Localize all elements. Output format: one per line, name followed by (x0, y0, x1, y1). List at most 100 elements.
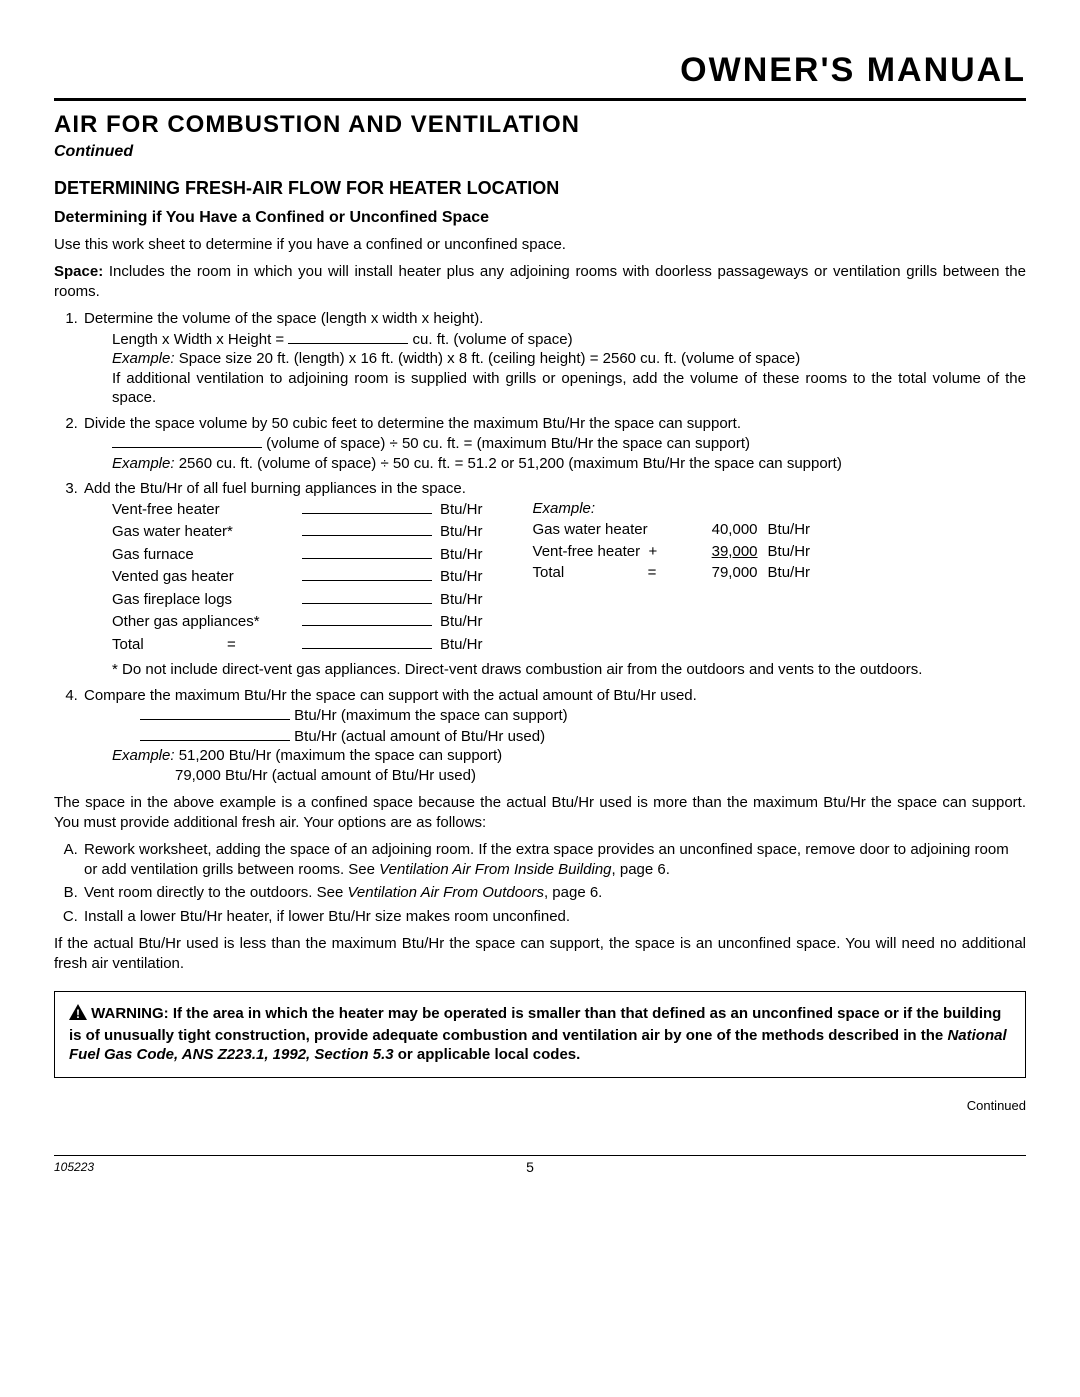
step-3-text: Add the Btu/Hr of all fuel burning appli… (84, 480, 466, 497)
line-text: Btu/Hr (actual amount of Btu/Hr used) (290, 728, 545, 745)
opt-text: , page 6. (612, 861, 670, 878)
blank-field[interactable] (302, 499, 432, 514)
ex-val: 79,000 (688, 563, 758, 583)
unit: Btu/Hr (440, 567, 483, 587)
unit: Btu/Hr (768, 520, 811, 540)
total-label: Total (112, 636, 144, 653)
conclusion-text: The space in the above example is a conf… (54, 793, 1026, 832)
ex-label: Vent-free heater (533, 543, 641, 560)
example-label: Example: (112, 747, 175, 764)
step-4-text: Compare the maximum Btu/Hr the space can… (84, 687, 697, 704)
example-text: Space size 20 ft. (length) x 16 ft. (wid… (175, 350, 801, 367)
example-row-total: Total = 79,000 Btu/Hr (533, 563, 811, 583)
document-title: OWNER'S MANUAL (54, 48, 1026, 101)
step-1-text: Determine the volume of the space (lengt… (84, 310, 483, 327)
unit: Btu/Hr (440, 500, 483, 520)
blank-field[interactable] (302, 634, 432, 649)
space-def-text: Includes the room in which you will inst… (54, 263, 1026, 300)
blank-field[interactable] (302, 566, 432, 581)
page-number: 5 (94, 1158, 966, 1176)
step-4-example: Example: 51,200 Btu/Hr (maximum the spac… (112, 746, 1026, 766)
example-row: Gas water heater40,000 Btu/Hr (533, 520, 811, 540)
fuel-label: Gas water heater* (112, 522, 302, 542)
step-4: Compare the maximum Btu/Hr the space can… (82, 686, 1026, 786)
example-label: Example: (112, 455, 175, 472)
fuel-label: Gas fireplace logs (112, 590, 302, 610)
unit: Btu/Hr (768, 542, 811, 562)
unit: Btu/Hr (440, 612, 483, 632)
space-label: Space: (54, 263, 103, 280)
step-4-line2: Btu/Hr (actual amount of Btu/Hr used) (140, 726, 1026, 747)
ex-val: 40,000 (688, 520, 758, 540)
ex-label: Total (533, 564, 565, 581)
fuel-appliance-grid: Vent-free heater Btu/Hr Gas water heater*… (112, 499, 1026, 657)
formula-post: cu. ft. (volume of space) (408, 331, 572, 348)
step-1-formula: Length x Width x Height = cu. ft. (volum… (112, 329, 1026, 350)
warning-text: or applicable local codes. (394, 1046, 581, 1063)
example-row: Vent-free heater +39,000Btu/Hr (533, 542, 811, 562)
unit: Btu/Hr (440, 590, 483, 610)
direct-vent-note: * Do not include direct-vent gas applian… (112, 660, 1026, 680)
heading-fresh-air: DETERMINING FRESH-AIR FLOW FOR HEATER LO… (54, 177, 1026, 200)
blank-field[interactable] (112, 433, 262, 448)
opt-ital: Ventilation Air From Inside Building (379, 861, 611, 878)
ex-label: Gas water heater (533, 520, 688, 540)
unit: Btu/Hr (440, 522, 483, 542)
options-list: Rework worksheet, adding the space of an… (54, 840, 1026, 926)
fuel-row-total: Total =Btu/Hr (112, 634, 483, 655)
option-c: Install a lower Btu/Hr heater, if lower … (82, 907, 1026, 927)
option-b: Vent room directly to the outdoors. See … (82, 883, 1026, 903)
line-text: Btu/Hr (maximum the space can support) (290, 707, 568, 724)
fuel-row: Gas fireplace logs Btu/Hr (112, 589, 483, 610)
fuel-label: Vented gas heater (112, 567, 302, 587)
final-text: If the actual Btu/Hr used is less than t… (54, 934, 1026, 973)
svg-text:!: ! (76, 1007, 80, 1020)
fuel-label: Other gas appliances* (112, 612, 302, 632)
fuel-row: Gas water heater* Btu/Hr (112, 521, 483, 542)
opt-text: , page 6. (544, 884, 602, 901)
fuel-row: Gas furnace Btu/Hr (112, 544, 483, 565)
unit: Btu/Hr (768, 563, 811, 583)
opt-ital: Ventilation Air From Outdoors (347, 884, 543, 901)
fuel-row: Vented gas heater Btu/Hr (112, 566, 483, 587)
step-2-example: Example: 2560 cu. ft. (volume of space) … (112, 454, 1026, 474)
fuel-worksheet-column: Vent-free heater Btu/Hr Gas water heater*… (112, 499, 483, 657)
option-a: Rework worksheet, adding the space of an… (82, 840, 1026, 879)
warning-label: WARNING: (87, 1005, 173, 1022)
steps-list: Determine the volume of the space (lengt… (54, 309, 1026, 785)
step-3: Add the Btu/Hr of all fuel burning appli… (82, 479, 1026, 680)
continued-label: Continued (54, 142, 1026, 163)
unit: Btu/Hr (440, 635, 483, 655)
ex-val: 39,000 (688, 542, 758, 562)
fuel-label: Gas furnace (112, 545, 302, 565)
warning-icon: ! (69, 1004, 87, 1026)
space-definition: Space: Includes the room in which you wi… (54, 262, 1026, 301)
step-4-example-line2: 79,000 Btu/Hr (actual amount of Btu/Hr u… (175, 766, 1026, 786)
unit: Btu/Hr (440, 545, 483, 565)
section-title: AIR FOR COMBUSTION AND VENTILATION (54, 111, 1026, 140)
warning-box: ! WARNING: If the area in which the heat… (54, 991, 1026, 1078)
blank-field[interactable] (140, 726, 290, 741)
example-label: Example: (533, 499, 811, 519)
fuel-label: Vent-free heater (112, 500, 302, 520)
blank-field[interactable] (302, 544, 432, 559)
step-2-formula: (volume of space) ÷ 50 cu. ft. = (maximu… (112, 433, 1026, 454)
intro-text: Use this work sheet to determine if you … (54, 235, 1026, 255)
blank-field[interactable] (302, 521, 432, 536)
opt-text: Vent room directly to the outdoors. See (84, 884, 347, 901)
blank-field[interactable] (302, 611, 432, 626)
example-label: Example: (112, 350, 175, 367)
example-text: 51,200 Btu/Hr (maximum the space can sup… (175, 747, 503, 764)
step-1-example: Example: Space size 20 ft. (length) x 16… (112, 349, 1026, 369)
formula-post: (volume of space) ÷ 50 cu. ft. = (maximu… (262, 435, 750, 452)
warning-text: If the area in which the heater may be o… (69, 1005, 1001, 1044)
page-footer: 105223 5 (54, 1155, 1026, 1176)
fuel-row: Vent-free heater Btu/Hr (112, 499, 483, 520)
blank-field[interactable] (140, 705, 290, 720)
page-continued: Continued (54, 1098, 1026, 1115)
op: = (648, 564, 657, 581)
fuel-example-column: Example: Gas water heater40,000 Btu/Hr Ve… (533, 499, 811, 657)
fuel-row: Other gas appliances* Btu/Hr (112, 611, 483, 632)
blank-field[interactable] (302, 589, 432, 604)
blank-field[interactable] (288, 329, 408, 344)
